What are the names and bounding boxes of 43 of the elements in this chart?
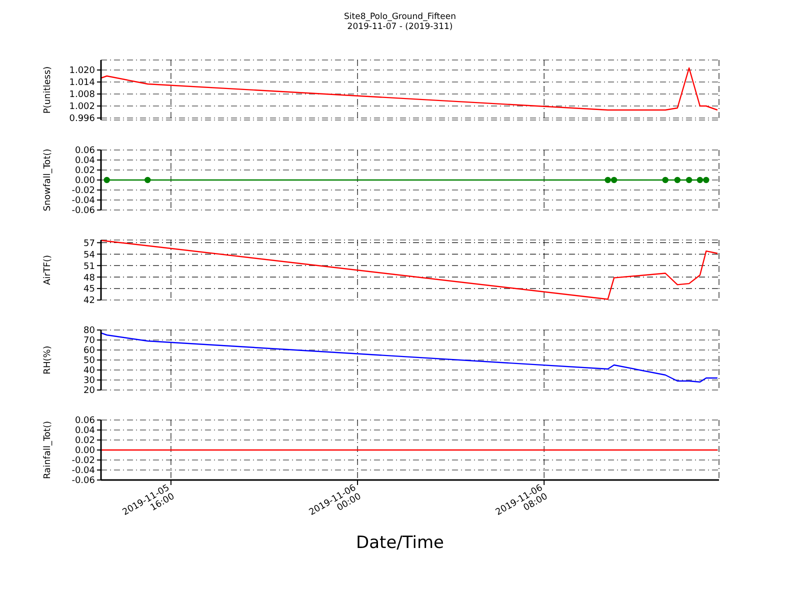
y-tick-label: 0.06 [74, 416, 96, 426]
y-tick-label: -0.04 [72, 196, 96, 206]
y-tick-label: 0.06 [74, 146, 96, 156]
y-tick-label: 0.00 [74, 446, 96, 456]
chart-title: Site8_Polo_Ground_Fifteen [343, 12, 457, 22]
y-tick-label: 60 [84, 346, 96, 356]
y-tick-label: 45 [84, 284, 95, 295]
y-tick-label: 0.996 [69, 114, 96, 124]
y-tick-label: 0.00 [74, 176, 96, 186]
y-tick-label: 51 [84, 262, 95, 272]
x-axis-title: Date/Time [355, 533, 445, 553]
y-tick-label: -0.04 [72, 466, 96, 476]
y-axis-title: AirTF() [43, 254, 54, 286]
y-tick-label: -0.06 [72, 206, 96, 216]
y-axis-title: RH(%) [43, 346, 54, 374]
y-tick-label: 57 [84, 238, 95, 249]
line-series [101, 332, 718, 383]
y-tick-label: 40 [84, 366, 96, 376]
y-axis-title: P(unitless) [43, 66, 54, 114]
y-tick-label: 0.04 [74, 156, 96, 166]
y-tick-label: 1.020 [69, 66, 96, 76]
y-axis-title: Snowfall_Tot() [43, 148, 54, 212]
y-tick-label: 70 [84, 336, 96, 346]
y-tick-label: -0.02 [72, 456, 95, 466]
y-tick-label: 42 [84, 296, 95, 306]
y-tick-label: 54 [84, 250, 96, 260]
y-tick-label: 0.04 [74, 426, 96, 436]
line-series [101, 67, 718, 111]
line-series [101, 240, 718, 300]
y-tick-label: -0.06 [72, 476, 96, 486]
y-tick-label: 1.008 [69, 90, 96, 100]
y-tick-label: 1.002 [69, 102, 95, 112]
y-tick-label: 1.014 [69, 78, 96, 88]
y-tick-label: 50 [84, 356, 96, 366]
y-tick-label: 48 [84, 273, 96, 284]
y-tick-label: 20 [84, 386, 96, 396]
y-tick-label: -0.02 [72, 186, 95, 196]
y-tick-label: 80 [84, 326, 96, 336]
chart-subtitle: 2019-11-07 - (2019-311) [346, 22, 454, 32]
y-axis-title: Rainfall_Tot() [43, 421, 54, 479]
y-tick-label: 0.02 [74, 166, 95, 176]
y-tick-label: 0.02 [74, 436, 95, 446]
y-tick-label: 30 [84, 376, 96, 386]
